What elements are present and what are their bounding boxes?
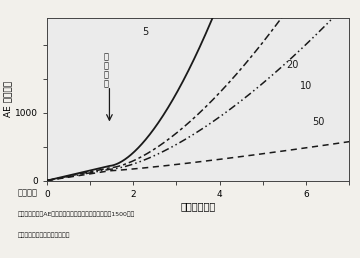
X-axis label: 時　間（分）: 時 間（分）: [180, 201, 216, 211]
Text: 5: 5: [142, 27, 148, 37]
Text: 食害杭打撃後のAE発生挙動（杭内のシロアリ頭数は約1500で、: 食害杭打撃後のAE発生挙動（杭内のシロアリ頭数は約1500で、: [18, 212, 135, 217]
Text: 10: 10: [300, 81, 312, 91]
Text: 図－２１: 図－２１: [18, 188, 38, 197]
Text: 20: 20: [287, 60, 299, 70]
Text: 図中の数字は打撃回数を示す）: 図中の数字は打撃回数を示す）: [18, 232, 71, 238]
Text: 振
動
刺
激: 振 動 刺 激: [104, 52, 109, 88]
Text: 50: 50: [312, 117, 325, 127]
Y-axis label: AE 事象総数: AE 事象総数: [3, 81, 12, 117]
